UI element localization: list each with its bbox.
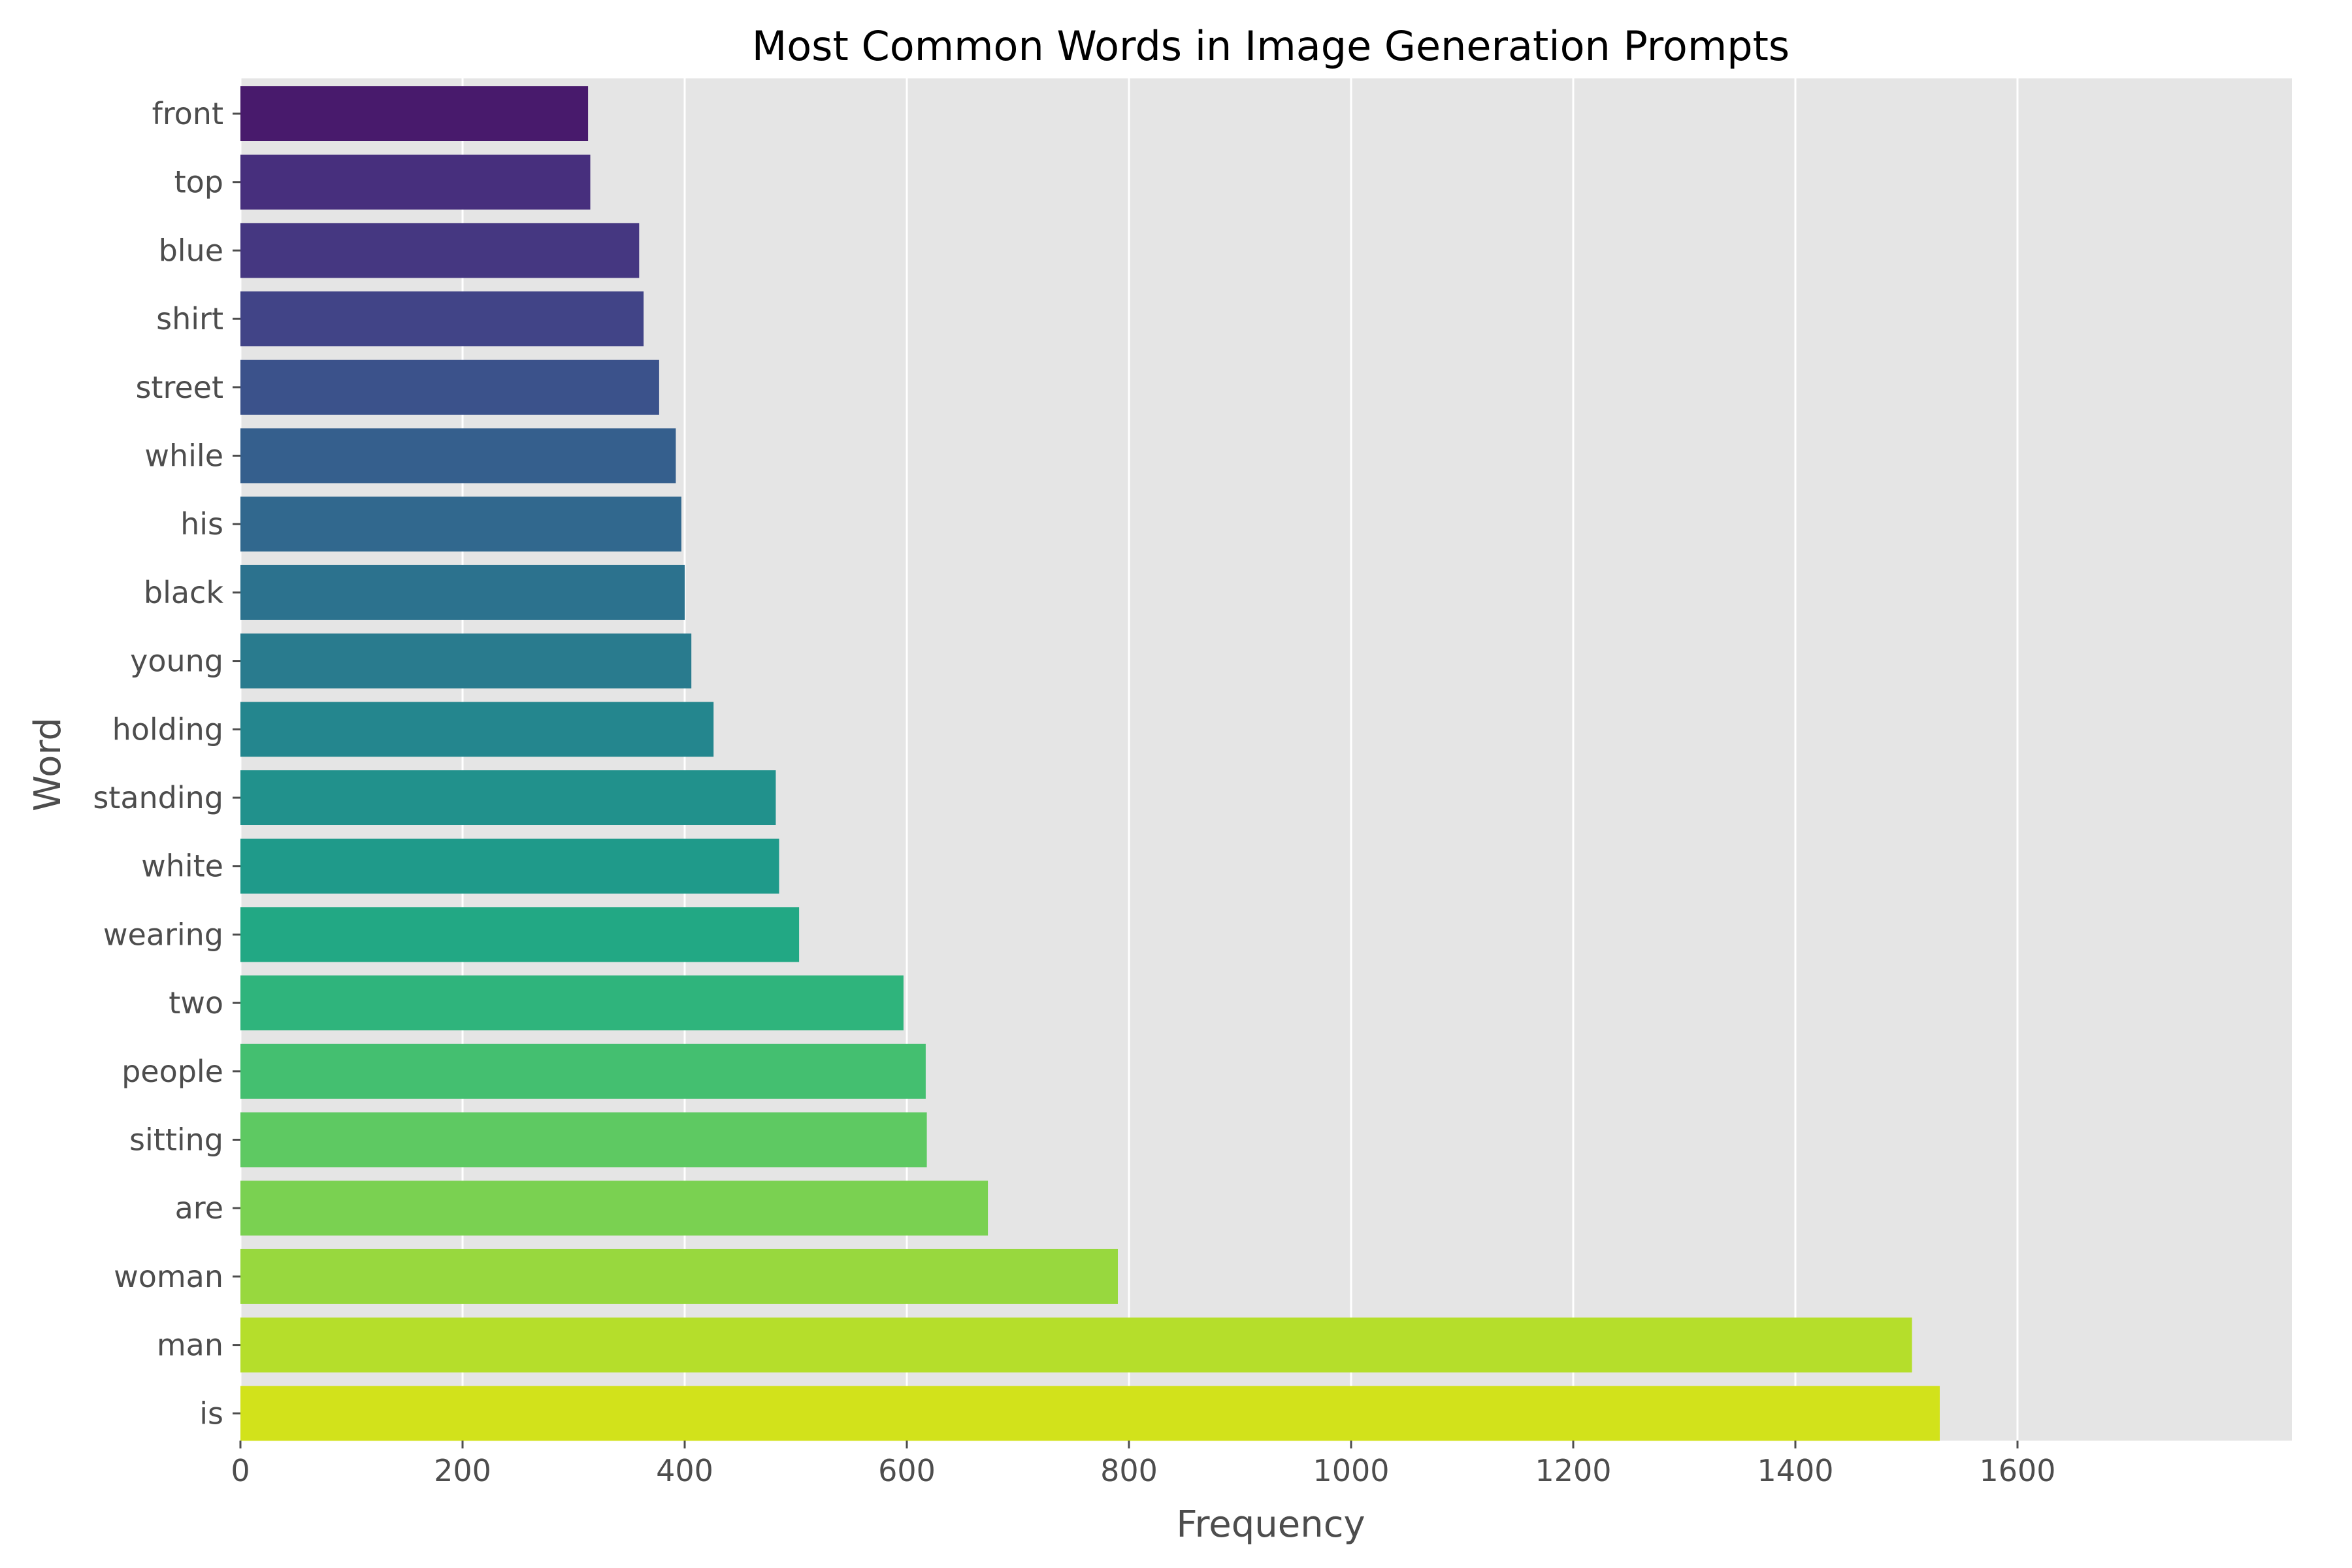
y-tick-label: street (135, 370, 223, 405)
x-tick-label: 0 (231, 1453, 250, 1488)
y-tick-label: his (180, 506, 223, 542)
y-tick-label: sitting (129, 1122, 223, 1158)
bar-man (240, 1317, 1912, 1373)
bar-sitting (240, 1112, 927, 1168)
y-tick-label: while (144, 438, 223, 474)
plot-background (240, 78, 2292, 1441)
y-tick-label: black (144, 575, 223, 610)
y-tick-label: man (157, 1328, 223, 1363)
y-axis-ticks: front top blue shirt street while his black youn… (93, 96, 240, 1431)
bar-two (240, 975, 904, 1031)
bar-standing (240, 770, 776, 825)
bar-black (240, 564, 685, 620)
bar-are (240, 1181, 988, 1236)
y-tick-label: standing (93, 780, 223, 815)
bar-street (240, 359, 659, 415)
y-tick-label: woman (114, 1259, 223, 1294)
bar-is (240, 1386, 1940, 1441)
chart-title: Most Common Words in Image Generation Pr… (752, 22, 1789, 70)
y-tick-label: wearing (103, 917, 223, 952)
x-axis-label: Frequency (1176, 1503, 1365, 1546)
x-tick-label: 800 (1100, 1453, 1158, 1488)
bar-woman (240, 1249, 1118, 1304)
x-tick-label: 1200 (1535, 1453, 1611, 1488)
bar-shirt (240, 291, 644, 347)
y-tick-label: people (122, 1054, 223, 1089)
bar-while (240, 428, 676, 483)
bar-wearing (240, 907, 800, 962)
x-tick-label: 1400 (1757, 1453, 1833, 1488)
x-tick-label: 1600 (1979, 1453, 2055, 1488)
bar-young (240, 633, 692, 689)
bar-people (240, 1043, 926, 1099)
bar-holding (240, 702, 714, 757)
bar-top (240, 154, 591, 210)
x-tick-label: 400 (656, 1453, 713, 1488)
bars (240, 86, 1940, 1441)
y-tick-label: young (130, 644, 223, 679)
y-tick-label: top (174, 165, 223, 200)
y-tick-label: front (152, 96, 223, 131)
bar-front (240, 86, 589, 141)
y-tick-label: white (141, 849, 223, 884)
y-tick-label: are (175, 1190, 223, 1226)
bar-white (240, 838, 779, 894)
x-axis-ticks: 0 200 400 600 800 1000 1200 1400 1600 (231, 1441, 2056, 1488)
bar-blue (240, 223, 640, 278)
x-tick-label: 1000 (1313, 1453, 1389, 1488)
y-tick-label: holding (112, 711, 223, 747)
y-tick-label: two (169, 985, 223, 1021)
x-tick-label: 200 (434, 1453, 491, 1488)
bar-his (240, 497, 681, 552)
y-axis-label: Word (27, 717, 69, 811)
y-tick-label: is (199, 1396, 223, 1431)
y-tick-label: shirt (156, 301, 223, 336)
x-tick-label: 600 (878, 1453, 936, 1488)
y-tick-label: blue (159, 233, 223, 268)
